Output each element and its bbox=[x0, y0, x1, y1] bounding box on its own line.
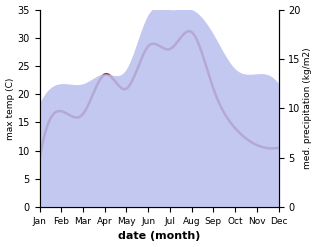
Y-axis label: max temp (C): max temp (C) bbox=[5, 77, 15, 140]
Y-axis label: med. precipitation (kg/m2): med. precipitation (kg/m2) bbox=[303, 48, 313, 169]
X-axis label: date (month): date (month) bbox=[118, 231, 200, 242]
